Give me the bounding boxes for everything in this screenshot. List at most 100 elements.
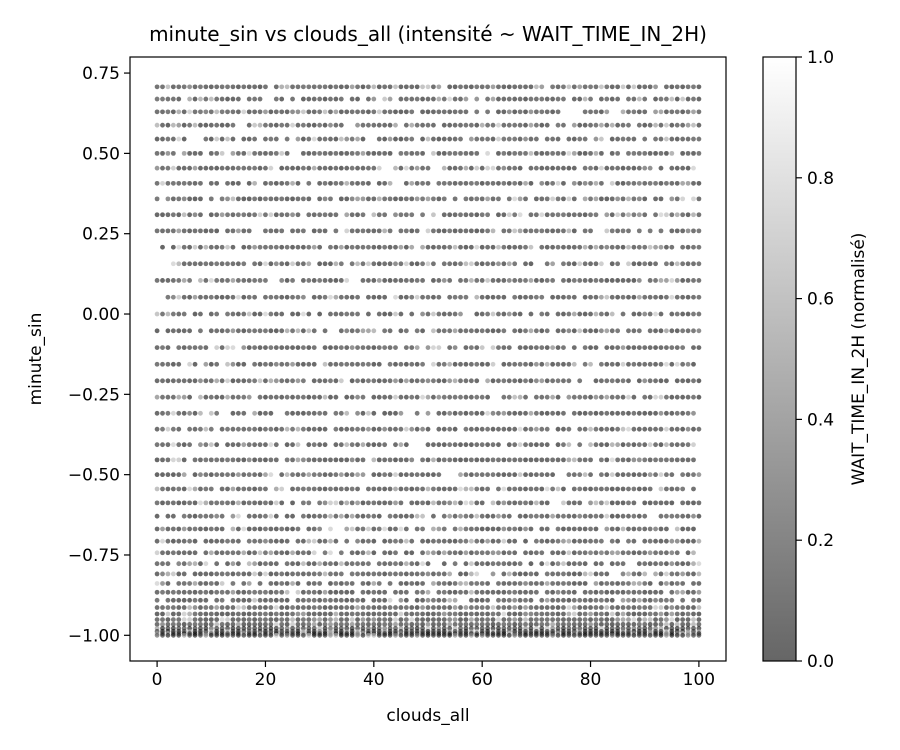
scatter-point [458,457,463,463]
scatter-point [561,261,566,267]
scatter-point [160,96,165,102]
scatter-point [474,180,480,186]
scatter-point [420,597,425,603]
scatter-point [523,228,528,234]
scatter-point [187,426,193,432]
scatter-point [165,513,171,519]
scatter-point [523,261,528,267]
scatter-point [658,244,664,250]
scatter-point [360,526,366,532]
scatter-point [550,410,556,416]
scatter-point [598,84,604,90]
scatter-point [593,561,599,567]
scatter-point [208,212,214,218]
scatter-point [355,345,360,350]
scatter-point [187,228,193,234]
scatter-point [539,526,545,532]
scatter-point [252,571,258,577]
scatter-point [371,500,377,506]
scatter-point [544,212,550,218]
scatter-point [523,84,528,90]
scatter-point [203,165,209,171]
scatter-point [181,442,187,448]
scatter-point [349,196,355,202]
scatter-point [555,589,561,595]
scatter-point [241,361,247,367]
scatter-point [317,150,323,156]
scatter-point [403,136,409,142]
scatter-point [420,632,425,638]
scatter-point [441,538,447,544]
scatter-point [295,581,301,586]
scatter-point [382,150,388,156]
scatter-point [355,150,360,156]
scatter-point [203,426,209,432]
scatter-point [284,472,290,478]
scatter-point [441,632,447,638]
scatter-point [263,611,268,617]
scatter-point [496,621,501,627]
scatter-point [252,426,258,432]
scatter-point [664,278,669,283]
scatter-point [322,513,328,519]
scatter-point [263,426,268,432]
scatter-point [268,165,274,171]
scatter-point [528,122,534,128]
scatter-point [273,345,279,350]
scatter-point [263,212,268,218]
scatter-point [669,261,675,267]
scatter-point [284,611,290,617]
scatter-point [176,328,182,334]
scatter-point [371,212,377,218]
scatter-point [300,621,306,627]
chart-title: minute_sin vs clouds_all (intensité ~ WA… [149,22,707,46]
scatter-point [550,228,556,234]
scatter-point [273,605,279,610]
scatter-point [533,109,539,115]
scatter-point [447,278,453,283]
scatter-point [360,561,366,567]
scatter-point [436,621,442,627]
scatter-point [620,581,626,586]
scatter-point [360,109,366,115]
scatter-point [468,122,474,128]
scatter-point [160,311,165,317]
scatter-point [322,472,328,478]
scatter-point [263,109,268,115]
scatter-point [604,611,610,617]
scatter-point [170,611,176,617]
scatter-point [593,571,599,577]
scatter-point [506,136,512,142]
scatter-point [669,96,675,102]
scatter-point [452,212,458,218]
scatter-point [366,294,371,300]
scatter-point [593,328,599,334]
scatter-point [219,394,225,400]
scatter-point [176,361,182,367]
scatter-point [387,361,393,367]
scatter-point [588,196,593,202]
scatter-point [219,589,225,595]
scatter-point [571,605,577,610]
scatter-point [544,180,550,186]
scatter-point [420,581,425,586]
scatter-point [165,165,171,171]
scatter-point [647,378,653,384]
scatter-point [257,345,263,350]
scatter-point [393,550,398,556]
scatter-point [452,426,458,432]
scatter-point [474,96,480,102]
scatter-point [273,394,279,400]
scatter-point [664,457,669,463]
scatter-point [631,550,637,556]
scatter-point [490,513,496,519]
scatter-point [198,311,203,317]
scatter-point [474,589,480,595]
scatter-point [344,589,350,595]
scatter-point [165,294,171,300]
scatter-point [154,180,160,186]
scatter-point [322,261,328,267]
scatter-point [181,513,187,519]
scatter-point [290,410,295,416]
scatter-point [387,621,393,627]
